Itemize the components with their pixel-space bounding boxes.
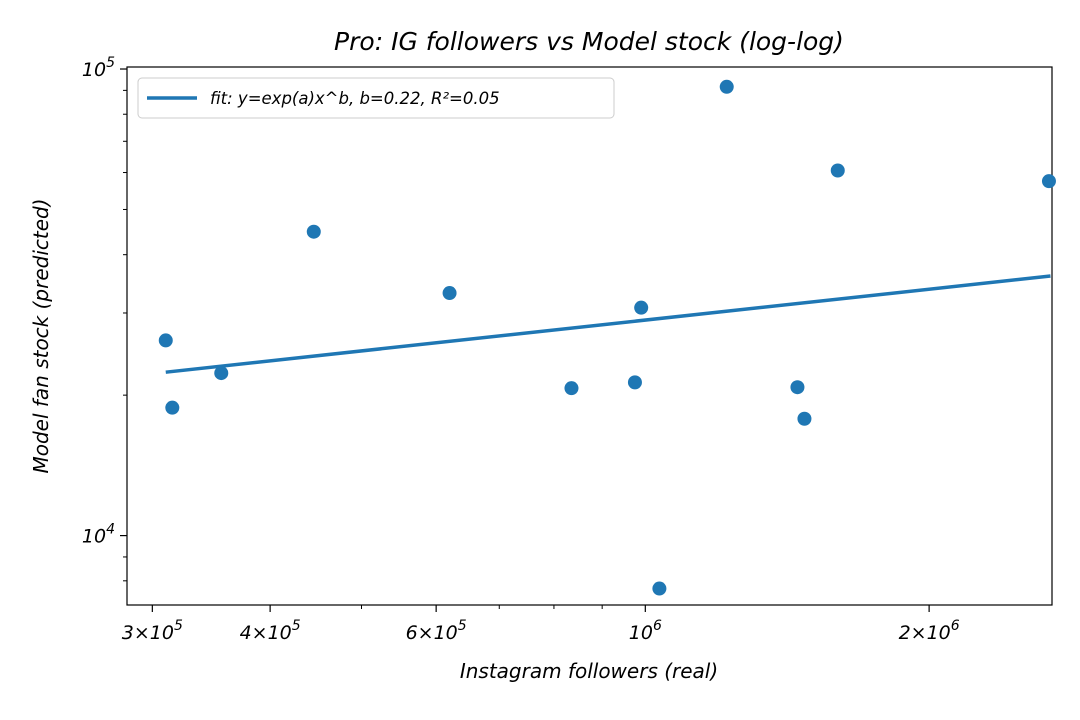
data-point xyxy=(797,411,812,426)
tick-label: 4×105 xyxy=(240,618,301,644)
fit-line-layer xyxy=(165,274,1051,374)
legend-box xyxy=(137,77,615,119)
axis-ticks: 3×105 4×105 6×105 106 2×106 104 105 xyxy=(82,55,960,644)
data-point xyxy=(165,400,180,415)
data-point xyxy=(158,333,173,348)
data-point xyxy=(306,224,321,239)
tick-label: 2×106 xyxy=(899,618,960,644)
tick-label: 6×105 xyxy=(406,618,467,644)
tick-label: 3×105 xyxy=(122,618,183,644)
data-point xyxy=(1041,174,1056,189)
tick-label: 106 xyxy=(629,618,662,644)
x-axis-label: Instagram followers (real) xyxy=(460,659,718,683)
data-point xyxy=(634,300,649,315)
legend: fit: y=exp(a)x^b, b=0.22, R²=0.05 xyxy=(137,77,615,119)
chart-title: Pro: IG followers vs Model stock (log-lo… xyxy=(334,27,844,56)
data-point xyxy=(627,375,642,390)
points-layer xyxy=(158,79,1056,596)
tick-label: 105 xyxy=(82,55,115,81)
fit-line xyxy=(165,274,1051,374)
data-point xyxy=(442,286,457,301)
plot-area xyxy=(126,66,1053,606)
y-axis-label: Model fan stock (predicted) xyxy=(29,198,53,473)
data-point xyxy=(564,381,579,396)
legend-label: fit: y=exp(a)x^b, b=0.22, R²=0.05 xyxy=(210,89,500,108)
data-point xyxy=(719,79,734,94)
tick-label: 104 xyxy=(82,522,115,548)
data-point xyxy=(790,380,805,395)
data-point xyxy=(652,581,667,596)
data-point xyxy=(830,163,845,178)
data-point xyxy=(214,366,229,381)
